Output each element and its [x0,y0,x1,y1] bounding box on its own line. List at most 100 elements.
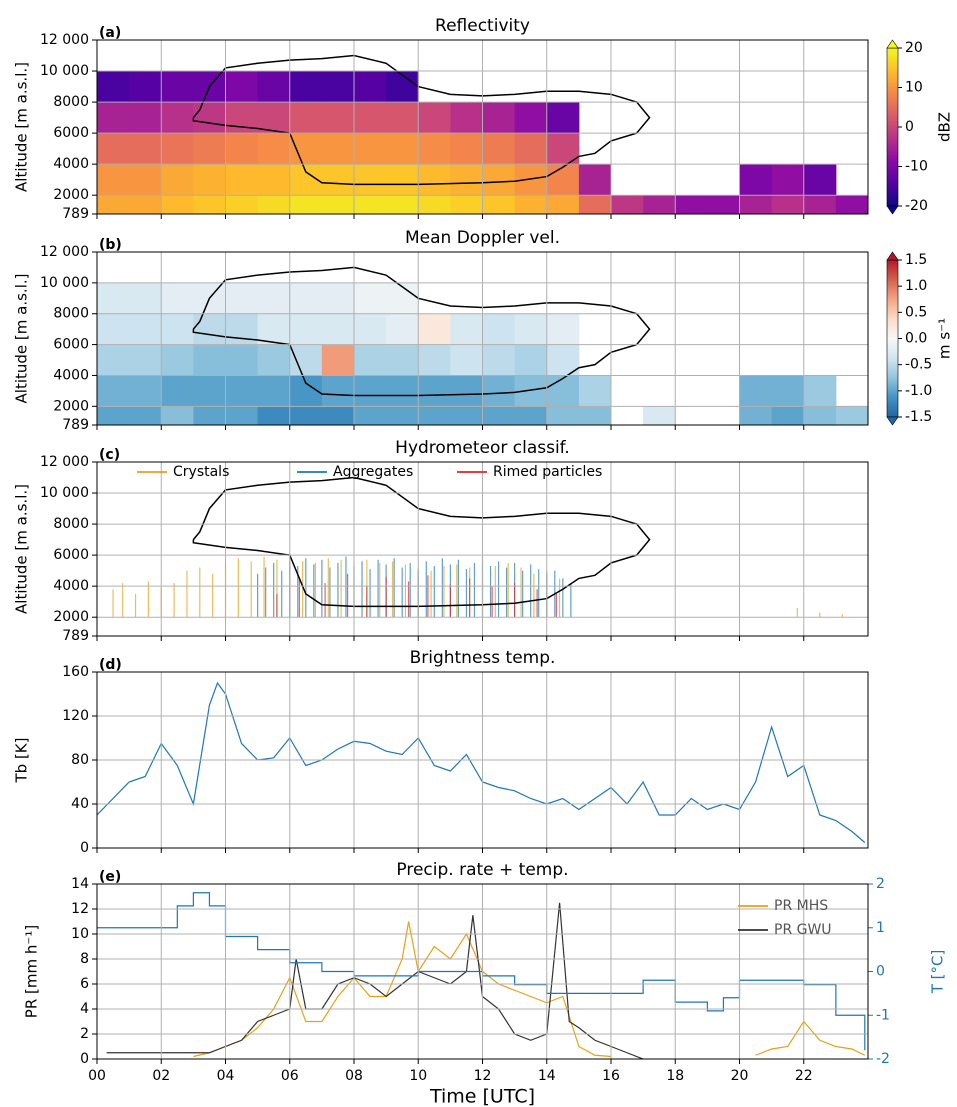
heat-cell [386,282,419,315]
heat-cell [514,195,548,214]
y-tick-label: 6 [80,976,89,992]
x-tick-label: 14 [538,1068,556,1084]
heat-cell [835,406,868,425]
series-line [97,892,866,1051]
heat-cell [771,375,805,407]
colorbar-tick-label: 1.5 [905,252,927,268]
heat-cell [482,313,516,346]
heat-cell [514,344,548,376]
y-tick-label: 8000 [53,94,89,110]
heat-cell [739,195,773,214]
heat-cell [482,164,516,196]
heat-cell [129,344,162,376]
heat-cell [386,375,419,407]
heat-cell [225,406,259,425]
heat-cell [418,375,451,407]
heat-cell [514,313,548,346]
y-tick-label: 12 000 [40,244,89,260]
y-axis-label: Altitude [m a.s.l.] [13,274,31,404]
heat-cell [386,344,419,376]
y-tick-label: 0 [80,1051,89,1067]
colorbar-tick-label: 0.5 [905,304,927,320]
y-tick-label: 4000 [53,578,89,594]
heat-cell [289,282,323,315]
colorbar-tick-label: 10 [905,80,923,96]
heat-cell [225,195,259,214]
y2-tick-label: 0 [876,964,885,980]
heat-cell [321,102,355,134]
heat-cell [257,344,291,376]
heat-cell [225,71,259,103]
heat-cell [546,102,580,134]
x-tick-label: 10 [409,1068,427,1084]
heat-cell [482,344,516,376]
heat-cell [450,344,483,376]
panel-title: Brightness temp. [410,648,556,668]
heat-cell [161,164,194,196]
heat-cell [418,102,451,134]
legend-label: Crystals [173,464,229,480]
y-tick-label: 10 000 [40,485,89,501]
plot-frame [96,461,869,637]
heat-cell [225,102,259,134]
heat-cell [129,71,162,103]
heat-cell [129,406,162,425]
y2-tick-label: 2 [876,876,885,892]
panel-label: (d) [99,657,122,673]
heat-cell [386,313,419,346]
heat-cell [450,195,483,214]
heat-cell [129,164,162,196]
heat-cell [578,195,612,214]
heat-cell [546,195,580,214]
heat-cell [289,406,323,425]
plot-area [112,476,843,618]
heat-cell [482,195,516,214]
y-tick-label: 8 [80,951,89,967]
heat-cell [450,164,483,196]
heat-cell [97,375,130,407]
colorbar-tick-label: -1.5 [905,409,932,425]
heat-cell [354,195,387,214]
heat-cell [611,195,644,214]
plot-frame [96,883,869,1060]
heat-cell [97,406,130,425]
y-tick-label: 2000 [53,187,89,203]
colorbar-extend [886,39,899,49]
panel-label: (a) [99,25,121,41]
x-tick-label: 02 [152,1068,170,1084]
heat-cell [257,71,291,103]
colorbar-tick-label: -20 [905,198,928,214]
y2-tick-label: -1 [876,1007,890,1023]
heat-cell [193,406,226,425]
heat-cell [257,102,291,134]
heat-cell [450,313,483,346]
heat-cell [578,164,612,196]
heat-cell [354,313,387,346]
y-tick-label: 8000 [53,306,89,322]
heat-cell [97,71,130,103]
heat-cell [97,195,130,214]
heat-cell [161,102,194,134]
y-tick-label: 12 000 [40,32,89,48]
colorbar [886,47,899,207]
heat-cell [161,313,194,346]
heat-cell [386,164,419,196]
y-tick-label: 14 [71,876,89,892]
plot-frame [96,39,869,215]
legend-label: Aggregates [333,464,413,480]
heat-cell [193,195,226,214]
heat-cell [675,195,708,214]
heat-cell [257,313,291,346]
heat-cell [321,406,355,425]
y-tick-label: 4000 [53,367,89,383]
heat-cell [803,164,837,196]
heat-cell [386,406,419,425]
heat-cell [482,406,516,425]
legend-label: PR MHS [774,898,828,914]
heat-cell [129,195,162,214]
heat-cell [803,406,837,425]
series-line [755,1020,866,1056]
colorbar-tick-label: 1.0 [905,278,927,294]
heat-cell [450,133,483,165]
panel-label: (e) [99,869,121,885]
